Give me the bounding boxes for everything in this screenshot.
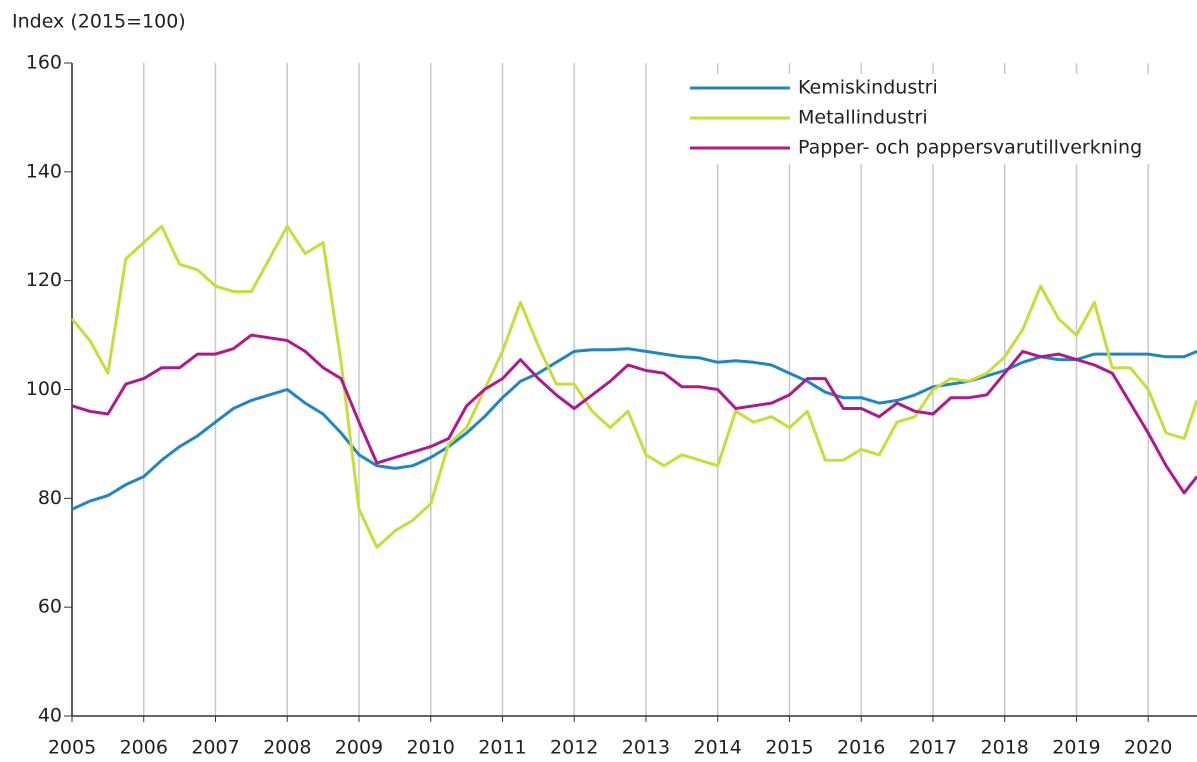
legend-label: Metallindustri (798, 107, 928, 129)
x-tick-label: 2012 (550, 737, 598, 759)
y-tick-label: 160 (26, 52, 62, 74)
x-tick-label: 2015 (765, 737, 813, 759)
x-tick-label: 2018 (981, 737, 1029, 759)
series-line (70, 224, 1197, 549)
y-tick-label: 60 (38, 596, 62, 618)
y-tick-label: 120 (26, 269, 62, 291)
y-tick-label: 140 (26, 160, 62, 182)
x-tick-label: 2011 (478, 737, 526, 759)
x-tick-label: 2010 (407, 737, 455, 759)
x-tick-label: 2020 (1124, 737, 1172, 759)
y-tick-label: 100 (26, 378, 62, 400)
legend-label: Papper- och pappersvarutillverkning (798, 137, 1142, 159)
x-tick-label: 2014 (694, 737, 742, 759)
x-tick-label: 2006 (120, 737, 168, 759)
legend-label: Kemiskindustri (798, 77, 938, 99)
x-tick-label: 2009 (335, 737, 383, 759)
x-tick-label: 2008 (263, 737, 311, 759)
series-line (71, 333, 1197, 495)
x-tick-label: 2017 (909, 737, 957, 759)
x-tick-label: 2013 (622, 737, 670, 759)
x-tick-label: 2019 (1052, 737, 1100, 759)
y-tick-label: 40 (38, 705, 62, 727)
x-tick-label: 2016 (837, 737, 885, 759)
x-tick-label: 2005 (48, 737, 96, 759)
y-tick-label: 80 (38, 487, 62, 509)
series-line (71, 347, 1197, 511)
x-tick-label: 2007 (191, 737, 239, 759)
y-axis-label: Index (2015=100) (12, 11, 186, 33)
